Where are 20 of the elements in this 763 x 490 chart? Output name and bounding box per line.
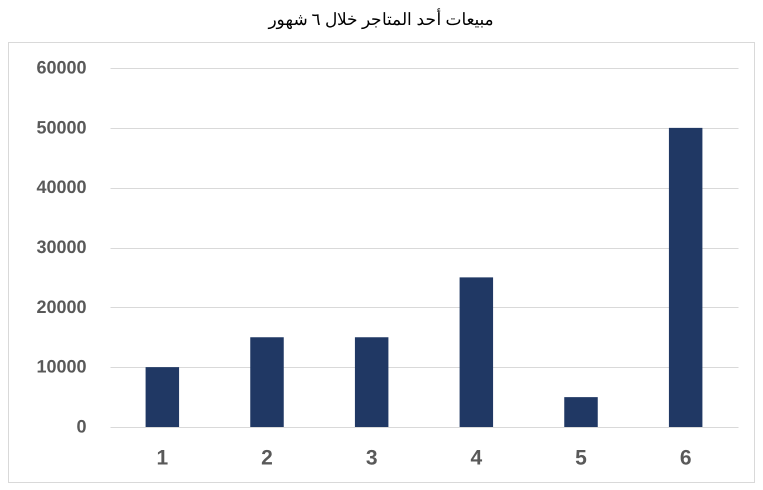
x-tick-label: 4: [470, 446, 482, 470]
y-tick-label: 20000: [36, 296, 86, 317]
bar: [668, 128, 702, 427]
bar: [564, 397, 598, 427]
x-tick-label: 6: [680, 446, 692, 470]
y-tick-label: 60000: [36, 58, 86, 78]
x-tick-label: 3: [366, 446, 378, 470]
y-tick-label: 40000: [36, 177, 86, 198]
bar: [146, 367, 180, 427]
chart-title: مبيعات أحد المتاجر خلال ٦ شهور: [267, 8, 494, 30]
bar: [460, 277, 494, 427]
y-tick-label: 10000: [36, 356, 86, 377]
y-tick-label: 50000: [36, 117, 86, 138]
x-tick-label: 5: [575, 446, 588, 470]
y-tick-label: 0: [76, 416, 86, 436]
bar: [354, 337, 388, 427]
x-tick-label: 2: [261, 446, 273, 470]
y-tick-label: 30000: [36, 237, 86, 257]
x-tick-label: 1: [156, 446, 168, 470]
bar: [250, 337, 284, 427]
